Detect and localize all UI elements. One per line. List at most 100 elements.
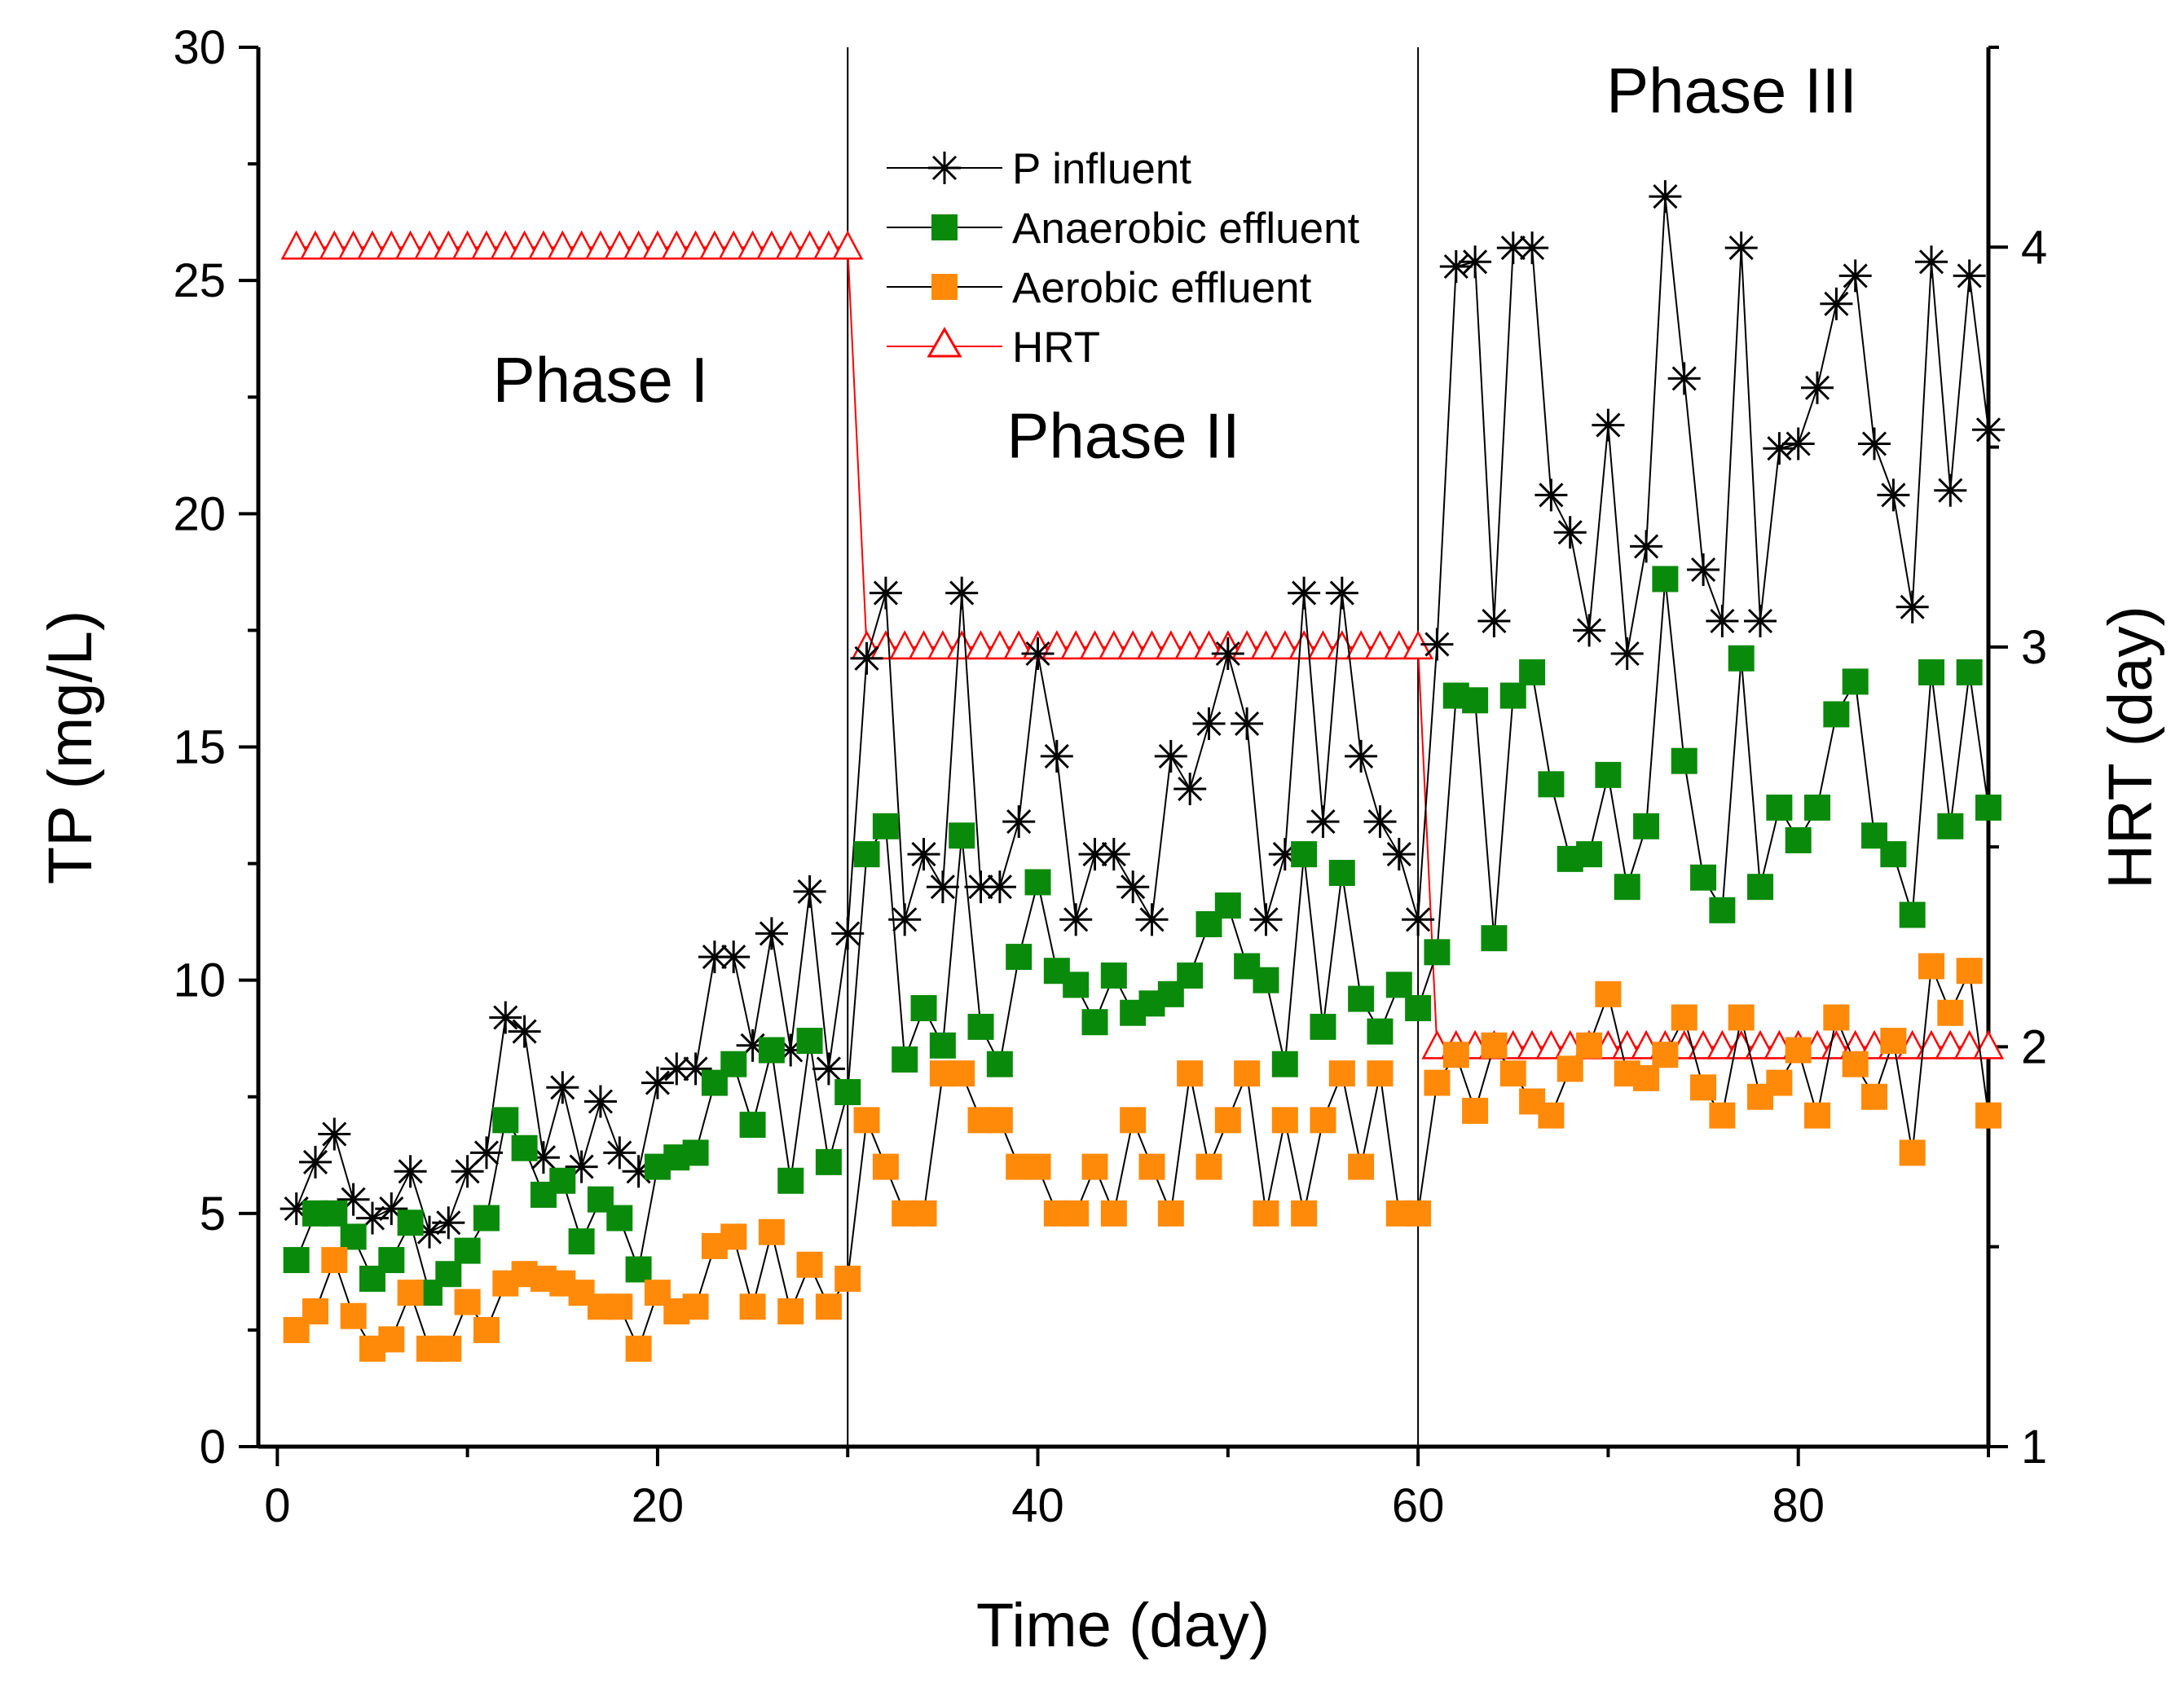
series-anaerobic-effluent [283, 566, 2001, 1306]
data-point [1021, 637, 1055, 670]
data-point [1306, 805, 1340, 839]
data-point [889, 630, 921, 660]
data-point [321, 1247, 348, 1274]
data-point [1439, 250, 1473, 283]
data-point [1385, 971, 1412, 998]
data-point [1614, 874, 1640, 901]
data-point [1610, 637, 1644, 670]
data-point [812, 1052, 845, 1086]
data-point [1785, 826, 1812, 853]
data-point [815, 1293, 842, 1320]
data-point [698, 230, 730, 260]
data-point [815, 1148, 842, 1175]
data-point [606, 1205, 633, 1231]
phase-labels: Phase I Phase II Phase III [493, 55, 1857, 472]
data-point [1154, 739, 1187, 773]
data-point [1953, 1029, 1985, 1060]
data-point [661, 230, 693, 260]
data-point [299, 1145, 332, 1179]
data-point [945, 576, 979, 610]
data-point [986, 1051, 1013, 1077]
x-tick-label: 80 [1772, 1479, 1825, 1532]
data-point [1002, 805, 1036, 839]
data-point [376, 230, 407, 260]
data-point [793, 875, 826, 908]
data-point [397, 1280, 424, 1306]
data-point [1363, 805, 1397, 839]
y-axis-ticks: 0 5 10 15 20 25 30 [173, 21, 258, 1474]
x-tick-label: 60 [1392, 1479, 1445, 1532]
data-point [737, 230, 768, 260]
data-point [435, 1261, 462, 1288]
data-point [1766, 794, 1793, 821]
data-point [1271, 1051, 1298, 1077]
data-point [775, 230, 807, 260]
data-point [1918, 659, 1945, 685]
phase-dividers [847, 47, 1420, 1447]
data-point [1706, 605, 1739, 637]
data-point [337, 230, 369, 260]
data-point [1935, 1029, 1966, 1060]
data-point [1801, 371, 1834, 404]
data-point [720, 1051, 747, 1077]
data-point [1690, 864, 1717, 891]
data-point [1383, 630, 1415, 660]
data-point [299, 230, 332, 260]
data-point [1155, 630, 1187, 660]
legend-label: Anaerobic effluent [1012, 205, 1360, 253]
data-point [872, 813, 899, 839]
data-point [1804, 1102, 1831, 1129]
data-point [967, 1013, 994, 1040]
data-point [1100, 1200, 1127, 1227]
data-point [1652, 566, 1679, 593]
data-point [1271, 1107, 1298, 1134]
data-point [1462, 687, 1489, 714]
data-point [1081, 1009, 1108, 1036]
y-tick-label: 10 [173, 954, 226, 1007]
data-point [489, 1001, 522, 1034]
data-point [1328, 860, 1355, 887]
legend-item-p-influent: P influent [887, 145, 1191, 193]
data-point [1173, 773, 1207, 805]
y2-tick-label: 4 [2021, 221, 2047, 274]
data-point [1724, 231, 1758, 265]
data-point [758, 1218, 785, 1245]
data-point [853, 841, 880, 868]
data-point [870, 630, 901, 660]
data-point [1538, 771, 1565, 798]
series-aerobic-effluent [283, 953, 2001, 1362]
data-point [397, 1209, 424, 1236]
data-point [280, 230, 312, 260]
data-point [1880, 1028, 1907, 1055]
data-point [908, 630, 940, 660]
data-point [1573, 614, 1606, 647]
data-point [758, 1037, 785, 1064]
y2-tick-label: 2 [2021, 1020, 2047, 1073]
data-point [796, 1251, 823, 1278]
data-point [1842, 1051, 1869, 1077]
data-point [1081, 1153, 1108, 1180]
data-point [1709, 897, 1736, 923]
data-point [546, 1071, 579, 1104]
data-point [872, 1153, 899, 1180]
data-point [984, 630, 1015, 660]
data-point [433, 230, 465, 260]
data-point [641, 1066, 674, 1099]
data-point [1535, 1029, 1567, 1060]
legend-label: P influent [1012, 145, 1191, 193]
square-marker [931, 274, 958, 300]
data-point [1592, 408, 1625, 442]
series-line [295, 196, 1989, 1234]
data-point [1177, 1060, 1204, 1087]
data-point [1671, 1004, 1697, 1031]
data-point [1063, 1200, 1090, 1227]
data-point [319, 230, 350, 260]
data-point [1706, 1029, 1738, 1060]
data-point [1744, 605, 1777, 637]
data-point [1442, 1042, 1469, 1068]
data-point [1288, 576, 1321, 610]
data-point [625, 1335, 652, 1362]
data-point [340, 1223, 367, 1250]
data-point [1348, 1153, 1375, 1180]
data-point [949, 1060, 975, 1087]
